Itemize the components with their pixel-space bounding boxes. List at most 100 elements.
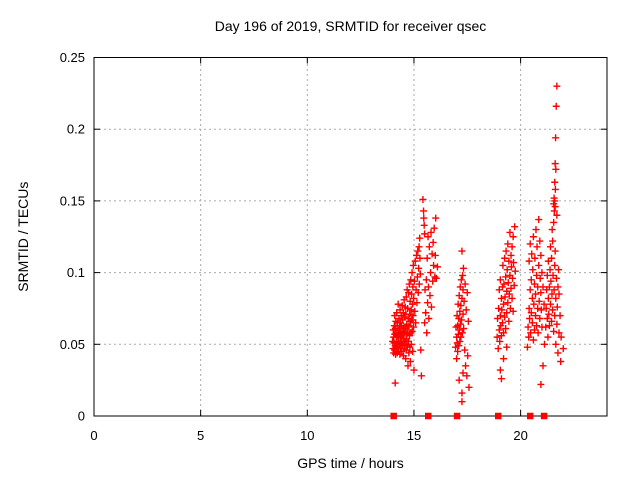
data-point-plus	[499, 261, 507, 269]
data-point-plus	[550, 286, 558, 294]
data-point-plus	[538, 269, 546, 277]
data-point-square	[424, 412, 432, 420]
plot-border	[93, 57, 608, 417]
data-point-plus	[425, 243, 433, 251]
data-point-plus	[546, 243, 554, 251]
data-point-plus	[526, 286, 534, 294]
data-point-plus	[407, 317, 415, 325]
data-point-plus	[559, 345, 567, 353]
data-point-plus	[524, 323, 532, 331]
data-point-plus	[549, 306, 557, 314]
data-point-plus	[406, 358, 414, 366]
data-point-plus	[497, 375, 505, 383]
data-point-plus	[546, 266, 554, 274]
data-point-plus	[408, 300, 416, 308]
data-point-plus	[503, 309, 511, 317]
data-point-plus	[420, 214, 428, 222]
data-point-plus	[532, 312, 540, 320]
data-point-plus	[455, 376, 463, 384]
data-point-plus	[405, 349, 413, 357]
data-point-plus	[504, 240, 512, 248]
data-point-plus	[535, 297, 543, 305]
data-point-plus	[409, 261, 417, 269]
data-point-plus	[462, 362, 470, 370]
data-point-plus	[407, 276, 415, 284]
data-point-plus	[430, 261, 438, 269]
data-point-plus	[533, 243, 541, 251]
data-point-plus	[461, 346, 469, 354]
data-point-plus	[459, 310, 467, 318]
data-point-plus	[550, 327, 558, 335]
data-point-plus	[502, 273, 510, 281]
data-point-plus	[544, 333, 552, 341]
data-point-plus	[415, 280, 423, 288]
data-point-plus	[408, 290, 416, 298]
data-point-plus	[391, 379, 399, 387]
data-point-plus	[402, 355, 410, 363]
data-point-plus	[402, 293, 410, 301]
data-point-plus	[422, 276, 430, 284]
data-point-plus	[408, 269, 416, 277]
data-point-plus	[460, 325, 468, 333]
data-point-plus	[410, 294, 418, 302]
data-point-plus	[500, 355, 508, 363]
data-point-plus	[413, 299, 421, 307]
data-point-plus	[508, 243, 516, 251]
data-point-plus	[455, 342, 463, 350]
data-point-plus	[502, 325, 510, 333]
data-point-plus	[419, 195, 427, 203]
data-point-plus	[536, 237, 544, 245]
data-point-plus	[456, 320, 464, 328]
data-point-plus	[494, 345, 502, 353]
data-point-plus	[548, 290, 556, 298]
data-point-plus	[496, 337, 504, 345]
data-point-plus	[411, 257, 419, 265]
data-point-plus	[407, 306, 415, 314]
data-point-plus	[416, 254, 424, 262]
data-point-plus	[533, 271, 541, 279]
data-point-plus	[544, 294, 552, 302]
data-point-plus	[430, 224, 438, 232]
y-tick-label: 0.15	[60, 193, 85, 208]
data-point-plus	[493, 333, 501, 341]
data-point-plus	[551, 203, 559, 211]
data-point-plus	[496, 312, 504, 320]
data-point-plus	[530, 326, 538, 334]
data-point-plus	[548, 226, 556, 234]
chart-title: Day 196 of 2019, SRMTID for receiver qse…	[215, 18, 487, 34]
data-point-plus	[545, 283, 553, 291]
data-point-plus	[408, 316, 416, 324]
data-point-plus	[549, 237, 557, 245]
data-point-plus	[424, 233, 432, 241]
data-point-plus	[429, 238, 437, 246]
data-point-plus	[551, 247, 559, 255]
data-point-plus	[500, 280, 508, 288]
data-point-plus	[523, 343, 531, 351]
data-point-plus	[463, 372, 471, 380]
data-point-plus	[414, 289, 422, 297]
data-point-plus	[458, 329, 466, 337]
data-point-plus	[505, 317, 513, 325]
data-point-plus	[422, 309, 430, 317]
data-point-plus	[525, 333, 533, 341]
data-point-plus	[506, 228, 514, 236]
axis-tick-marks	[93, 57, 607, 417]
data-point-plus	[551, 185, 559, 193]
data-point-plus	[416, 270, 424, 278]
data-point-plus	[532, 226, 540, 234]
data-point-plus	[537, 380, 545, 388]
data-point-plus	[406, 310, 414, 318]
data-point-plus	[431, 251, 439, 259]
data-point-plus	[424, 299, 432, 307]
data-point-plus	[432, 214, 440, 222]
data-point-plus	[457, 276, 465, 284]
data-point-plus	[529, 266, 537, 274]
data-point-plus	[461, 280, 469, 288]
data-point-plus	[409, 312, 417, 320]
data-point-plus	[545, 310, 553, 318]
data-point-plus	[507, 263, 515, 271]
data-point-plus	[412, 319, 420, 327]
data-point-plus	[432, 274, 440, 282]
data-point-plus	[555, 266, 563, 274]
